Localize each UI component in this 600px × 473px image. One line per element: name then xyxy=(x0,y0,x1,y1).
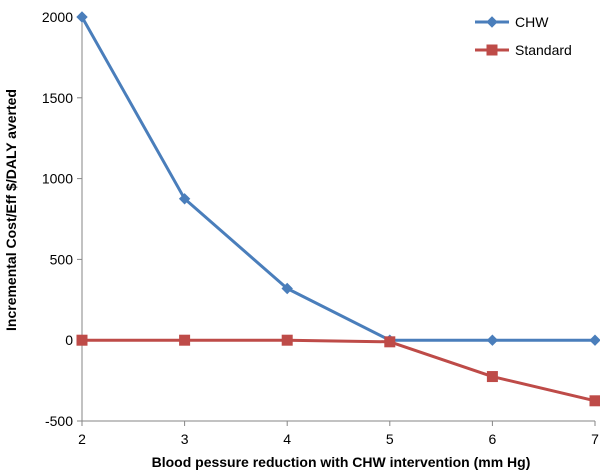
data-point-chw xyxy=(281,282,293,295)
data-point-standard xyxy=(179,334,191,346)
data-point-standard xyxy=(76,334,88,346)
series-standard xyxy=(76,334,600,407)
data-point-chw xyxy=(589,334,600,346)
legend: CHW Standard xyxy=(475,14,572,58)
data-point-chw xyxy=(178,193,191,205)
legend-item-chw: CHW xyxy=(475,14,549,30)
y-tick-label: 1500 xyxy=(42,90,73,106)
x-tick-label: 2 xyxy=(78,431,86,447)
legend-item-standard: Standard xyxy=(475,42,572,58)
legend-label: Standard xyxy=(515,42,572,58)
data-point-standard xyxy=(384,336,396,348)
legend-marker xyxy=(486,44,498,56)
x-tick-label: 5 xyxy=(386,431,394,447)
legend-marker xyxy=(486,16,498,28)
x-tick-label: 7 xyxy=(591,431,599,447)
data-point-chw xyxy=(486,334,499,346)
x-axis-ticks: 2 3 4 5 6 7 xyxy=(78,421,599,447)
series-chw xyxy=(76,11,600,346)
series-line-chw xyxy=(80,16,595,342)
series-layer xyxy=(76,11,600,407)
y-tick-label: 500 xyxy=(50,251,74,267)
data-point-chw xyxy=(76,11,88,23)
x-tick-label: 6 xyxy=(489,431,497,447)
x-tick-label: 4 xyxy=(283,431,291,447)
y-tick-label: 1000 xyxy=(42,171,73,187)
y-tick-label: 2000 xyxy=(42,9,73,25)
legend-label: CHW xyxy=(515,14,549,30)
chart-axes xyxy=(81,17,595,422)
x-tick-label: 3 xyxy=(181,431,189,447)
x-axis-title: Blood pessure reduction with CHW interve… xyxy=(152,454,531,470)
y-axis-ticks: -500 0 500 1000 1500 2000 xyxy=(42,9,82,429)
data-point-standard xyxy=(486,371,498,383)
data-point-standard xyxy=(281,334,293,346)
y-tick-label: 0 xyxy=(65,332,73,348)
y-axis-title: Incremental Cost/Eff $/DALY averted xyxy=(3,89,19,331)
y-tick-label: -500 xyxy=(45,413,73,429)
data-point-standard xyxy=(589,395,600,407)
series-line-standard xyxy=(82,338,596,403)
